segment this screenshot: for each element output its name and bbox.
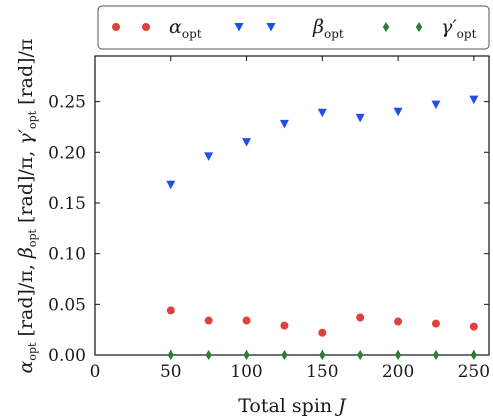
- data-point-series-3: [319, 350, 326, 360]
- data-point-series-1: [204, 316, 213, 325]
- legend-frame: [97, 5, 490, 50]
- data-point-series-3: [470, 350, 478, 360]
- legend-marker: [415, 22, 423, 32]
- data-point-series-3: [167, 350, 174, 360]
- data-point-series-2: [317, 108, 327, 118]
- y-tick-label: 0.15: [48, 194, 86, 214]
- series-3: [167, 350, 478, 360]
- data-point-series-2: [242, 138, 252, 147]
- series-1: [166, 306, 478, 337]
- plot-area: [94, 55, 490, 356]
- legend-marker: [142, 23, 150, 31]
- data-point-series-3: [243, 350, 250, 360]
- data-point-series-2: [166, 180, 176, 190]
- legend-marker: [382, 22, 390, 32]
- data-point-series-3: [205, 350, 212, 360]
- data-point-series-1: [166, 306, 175, 315]
- data-point-series-1: [469, 322, 478, 331]
- data-point-series-2: [355, 113, 365, 123]
- data-point-series-2: [279, 119, 289, 129]
- data-point-series-1: [431, 319, 440, 328]
- data-point-series-3: [356, 350, 364, 360]
- x-axis-label: Total spin J: [238, 395, 347, 417]
- legend: αopt βopt γ′opt: [97, 5, 490, 50]
- data-point-series-1: [318, 328, 327, 337]
- data-point-series-1: [394, 317, 403, 326]
- legend-item-2: βopt: [234, 16, 344, 41]
- y-axis-label: αopt [rad]/π, βopt [rad]/π, γ′opt [rad]/…: [15, 39, 39, 374]
- data-point-series-3: [432, 350, 440, 360]
- legend-marker: [266, 23, 276, 32]
- x-tick-label: 50: [160, 362, 182, 382]
- y-tick-label: 0.20: [48, 143, 86, 163]
- y-tick-label: 0.00: [48, 346, 86, 366]
- y-tick-label: 0.10: [48, 245, 86, 265]
- data-point-series-1: [280, 321, 289, 330]
- legend-item-1: αopt: [112, 16, 202, 41]
- data-point-series-2: [469, 95, 479, 105]
- y-tick-label: 0.05: [48, 295, 86, 315]
- x-tick-label: 0: [90, 362, 101, 382]
- legend-label: αopt: [169, 16, 202, 41]
- x-tick-label: 100: [230, 362, 262, 382]
- x-tick-label: 250: [458, 362, 490, 382]
- data-point-series-3: [394, 350, 402, 360]
- x-tick-label: 200: [382, 362, 414, 382]
- x-tick-label: 150: [306, 362, 338, 382]
- legend-marker: [112, 23, 120, 31]
- data-point-series-1: [242, 316, 251, 325]
- data-point-series-2: [431, 100, 441, 110]
- data-point-series-3: [281, 350, 288, 360]
- legend-label: βopt: [312, 16, 344, 41]
- legend-marker: [234, 23, 244, 32]
- series-2: [166, 95, 479, 190]
- data-point-series-2: [393, 107, 403, 117]
- legend-label: γ′opt: [441, 16, 477, 41]
- y-tick-label: 0.25: [48, 93, 86, 113]
- data-point-series-2: [204, 152, 214, 161]
- data-point-series-1: [356, 313, 365, 322]
- legend-item-3: γ′opt: [382, 16, 477, 41]
